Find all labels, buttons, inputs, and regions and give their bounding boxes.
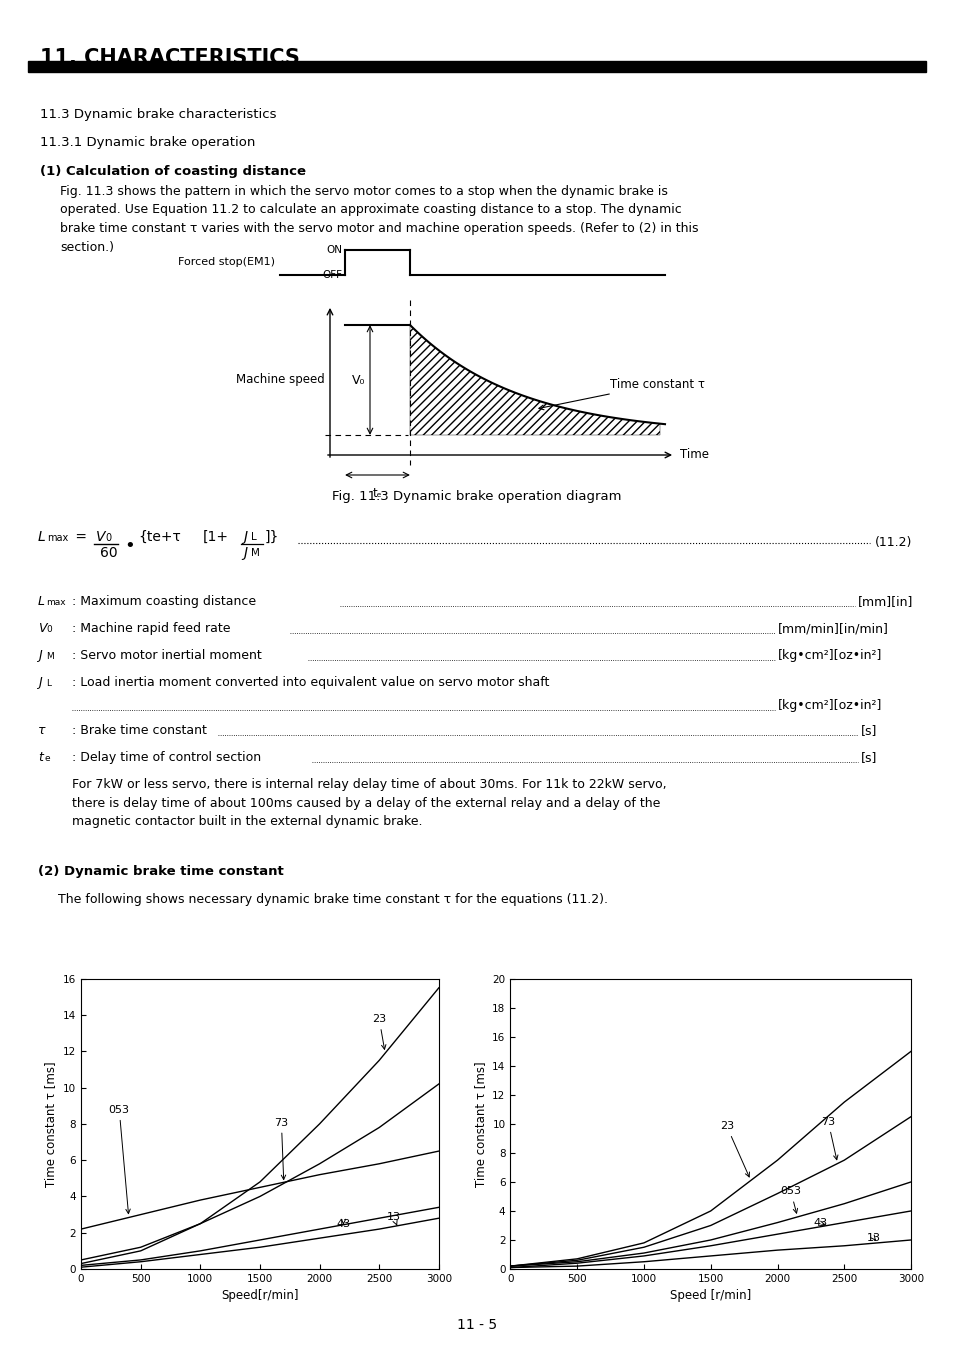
Y-axis label: Time constant τ [ms]: Time constant τ [ms] bbox=[45, 1061, 57, 1187]
Text: L: L bbox=[46, 679, 51, 688]
Text: 73: 73 bbox=[821, 1116, 837, 1160]
Text: [kg•cm²][oz•in²]: [kg•cm²][oz•in²] bbox=[778, 649, 882, 662]
Text: [mm/min][in/min]: [mm/min][in/min] bbox=[778, 622, 888, 634]
Text: J: J bbox=[38, 676, 42, 688]
Text: Forced stop(EM1): Forced stop(EM1) bbox=[178, 256, 274, 267]
Text: L: L bbox=[251, 532, 256, 541]
Text: tₑ: tₑ bbox=[372, 487, 381, 500]
Text: Time: Time bbox=[679, 448, 708, 462]
Text: HC-KFS series: HC-KFS series bbox=[212, 1233, 308, 1246]
Text: =: = bbox=[71, 531, 87, 544]
Text: 11 - 5: 11 - 5 bbox=[456, 1318, 497, 1332]
Text: Fig. 11.3 Dynamic brake operation diagram: Fig. 11.3 Dynamic brake operation diagra… bbox=[332, 490, 621, 504]
Text: 0: 0 bbox=[105, 533, 111, 543]
Text: Fig. 11.3 shows the pattern in which the servo motor comes to a stop when the dy: Fig. 11.3 shows the pattern in which the… bbox=[60, 185, 698, 254]
Text: τ: τ bbox=[38, 724, 46, 737]
Text: [mm][in]: [mm][in] bbox=[857, 595, 912, 608]
Text: : Servo motor inertial moment: : Servo motor inertial moment bbox=[71, 649, 261, 662]
Text: Time constant τ: Time constant τ bbox=[538, 378, 704, 410]
Text: t: t bbox=[38, 751, 43, 764]
Text: 23: 23 bbox=[719, 1120, 749, 1177]
Text: L: L bbox=[38, 531, 46, 544]
Text: 0: 0 bbox=[46, 625, 51, 634]
Text: ON: ON bbox=[326, 244, 341, 255]
Text: 11.3.1 Dynamic brake operation: 11.3.1 Dynamic brake operation bbox=[40, 136, 255, 148]
Text: 053: 053 bbox=[109, 1104, 131, 1214]
Text: M: M bbox=[251, 548, 259, 558]
Text: [s]: [s] bbox=[861, 751, 877, 764]
Text: OFF: OFF bbox=[322, 270, 341, 279]
Text: J: J bbox=[243, 531, 247, 544]
Text: 11.3 Dynamic brake characteristics: 11.3 Dynamic brake characteristics bbox=[40, 108, 276, 122]
Text: For 7kW or less servo, there is internal relay delay time of about 30ms. For 11k: For 7kW or less servo, there is internal… bbox=[71, 778, 666, 828]
Text: J: J bbox=[243, 545, 247, 560]
Text: L: L bbox=[38, 595, 45, 608]
Text: {te+τ: {te+τ bbox=[138, 531, 180, 544]
Text: [s]: [s] bbox=[861, 724, 877, 737]
Text: : Brake time constant: : Brake time constant bbox=[71, 724, 207, 737]
Text: 43: 43 bbox=[336, 1219, 350, 1228]
Bar bbox=[28, 61, 925, 72]
Text: 053: 053 bbox=[780, 1187, 801, 1214]
Text: (11.2): (11.2) bbox=[874, 536, 911, 549]
Text: V₀: V₀ bbox=[352, 374, 365, 386]
Text: Machine speed: Machine speed bbox=[236, 374, 325, 386]
Text: (2) Dynamic brake time constant: (2) Dynamic brake time constant bbox=[38, 865, 283, 878]
Text: V: V bbox=[38, 622, 47, 634]
Text: 13: 13 bbox=[386, 1212, 400, 1224]
Text: 60: 60 bbox=[100, 545, 117, 560]
Y-axis label: Time constant τ [ms]: Time constant τ [ms] bbox=[474, 1061, 486, 1187]
Text: : Load inertia moment converted into equivalent value on servo motor shaft: : Load inertia moment converted into equ… bbox=[71, 676, 549, 688]
Text: M: M bbox=[46, 652, 53, 662]
Text: HC-MFS series: HC-MFS series bbox=[660, 1233, 760, 1246]
Text: J: J bbox=[38, 649, 42, 662]
Text: [kg•cm²][oz•in²]: [kg•cm²][oz•in²] bbox=[778, 699, 882, 711]
Text: The following shows necessary dynamic brake time constant τ for the equations (1: The following shows necessary dynamic br… bbox=[58, 892, 607, 906]
Text: 11. CHARACTERISTICS: 11. CHARACTERISTICS bbox=[40, 49, 299, 68]
Text: : Maximum coasting distance: : Maximum coasting distance bbox=[71, 595, 255, 608]
Text: max: max bbox=[47, 533, 69, 543]
Text: •: • bbox=[124, 537, 134, 555]
Text: ]}: ]} bbox=[265, 531, 279, 544]
Text: [1+: [1+ bbox=[203, 531, 229, 544]
Text: (1) Calculation of coasting distance: (1) Calculation of coasting distance bbox=[40, 165, 306, 178]
Text: 13: 13 bbox=[865, 1233, 880, 1243]
Text: 23: 23 bbox=[372, 1014, 386, 1049]
Text: V: V bbox=[96, 531, 106, 544]
Text: 73: 73 bbox=[274, 1118, 288, 1180]
Text: : Delay time of control section: : Delay time of control section bbox=[71, 751, 261, 764]
Text: e: e bbox=[45, 755, 51, 763]
Text: max: max bbox=[46, 598, 66, 608]
Text: 43: 43 bbox=[812, 1218, 826, 1228]
X-axis label: Speed [r/min]: Speed [r/min] bbox=[669, 1289, 751, 1303]
X-axis label: Speed[r/min]: Speed[r/min] bbox=[221, 1289, 298, 1303]
Text: : Machine rapid feed rate: : Machine rapid feed rate bbox=[71, 622, 231, 634]
